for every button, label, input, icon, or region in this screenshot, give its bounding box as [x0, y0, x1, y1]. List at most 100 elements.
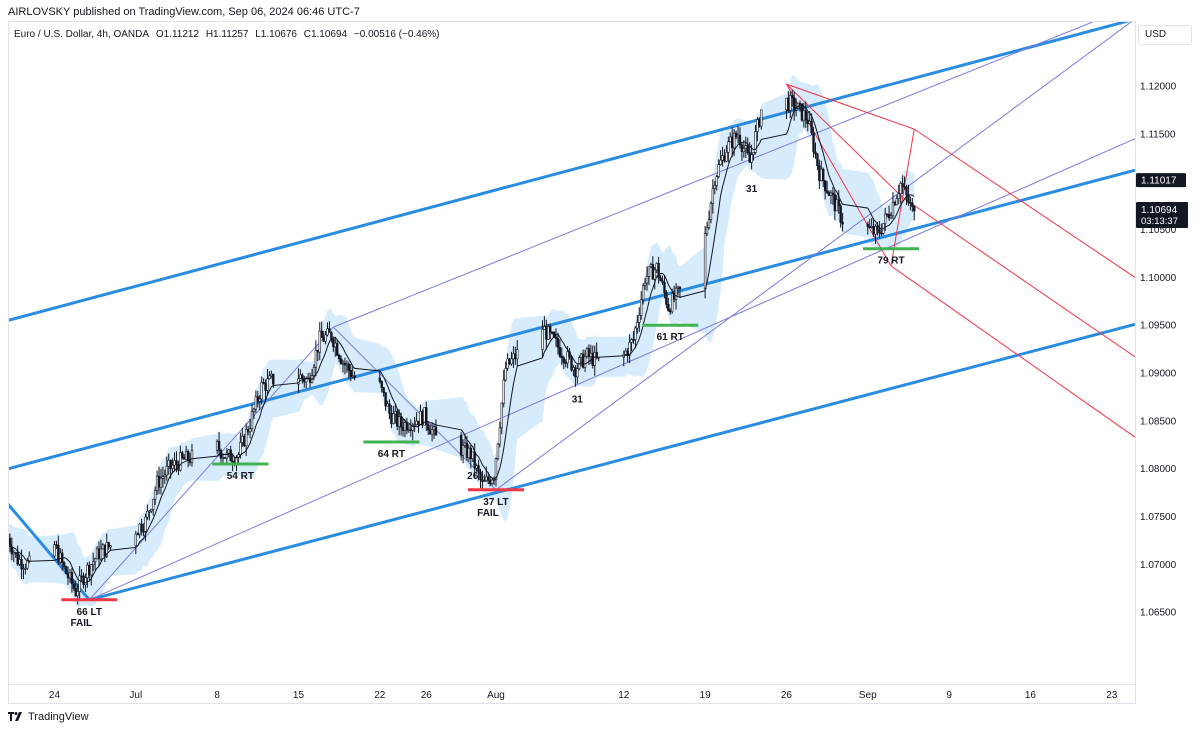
candle-body	[878, 229, 881, 234]
candle-body	[66, 573, 70, 579]
candle-body	[581, 353, 585, 368]
candle-body	[572, 367, 575, 371]
candle	[895, 195, 899, 206]
candle-body	[59, 552, 62, 563]
candle-body	[299, 374, 302, 379]
candle-body	[481, 479, 484, 482]
candle	[144, 513, 147, 542]
y-tick-label: 1.11500	[1140, 129, 1176, 140]
candle	[891, 192, 895, 219]
candle-body	[430, 429, 434, 435]
candle-body	[589, 352, 593, 357]
candle	[217, 431, 221, 457]
symbol-legend[interactable]: Euro / U.S. Dollar, 4h, OANDA O1.11212 H…	[14, 29, 444, 40]
marker-price-box	[1136, 173, 1186, 188]
candle-body	[427, 424, 430, 431]
candle-body	[707, 219, 711, 228]
tradingview-logo-icon	[8, 712, 22, 721]
candle	[508, 358, 511, 366]
trend-line	[88, 322, 1135, 602]
candle	[791, 89, 794, 107]
annotation-sublabel: FAIL	[477, 508, 499, 519]
candle-body	[905, 186, 908, 196]
candle-body	[887, 214, 891, 219]
candle-body	[643, 282, 647, 286]
candle-body	[262, 381, 265, 384]
candle	[266, 369, 269, 396]
candle-body	[343, 362, 347, 366]
candle-body	[411, 424, 414, 431]
candle	[839, 203, 842, 228]
candle-body	[459, 434, 463, 456]
candle-body	[626, 350, 629, 356]
symbol-name[interactable]: Euro / U.S. Dollar, 4h, OANDA	[14, 29, 150, 40]
candle-body	[732, 132, 736, 149]
candle-body	[146, 510, 149, 518]
footer[interactable]: TradingView	[8, 711, 89, 723]
footer-brand[interactable]: TradingView	[28, 711, 89, 723]
trend-line	[8, 168, 1135, 471]
candle-body	[711, 188, 715, 204]
candle-body	[742, 148, 746, 153]
candle	[382, 386, 385, 397]
candle-body	[152, 498, 155, 510]
marker-price-label: 1.11017	[1141, 176, 1177, 187]
candle-body	[731, 136, 734, 149]
moving-average-line	[8, 103, 915, 584]
candle	[593, 345, 596, 376]
candle	[576, 364, 579, 384]
candle	[347, 361, 351, 379]
pitchfork-tine	[890, 265, 1135, 438]
candle-body	[140, 523, 143, 532]
candle-body	[171, 464, 174, 469]
candle-body	[895, 198, 899, 206]
candle-body	[678, 286, 682, 290]
candle-body	[90, 564, 93, 576]
currency-selector[interactable]: USD	[1138, 25, 1192, 45]
candle-body	[738, 134, 742, 146]
candle-body	[475, 465, 478, 469]
candle	[719, 150, 722, 166]
candle	[318, 322, 321, 361]
candle-body	[874, 225, 877, 235]
y-tick-label: 1.06500	[1140, 608, 1177, 619]
candle-body	[78, 575, 81, 592]
candle-body	[399, 416, 403, 428]
candle	[738, 127, 742, 149]
candle-body	[181, 452, 184, 458]
candle	[874, 224, 877, 244]
candle	[498, 421, 502, 448]
candle-body	[752, 152, 755, 155]
open-value: O1.11212	[155, 29, 200, 40]
y-tick-label: 1.08000	[1140, 464, 1177, 475]
candle-body	[469, 447, 473, 460]
candle	[179, 445, 182, 472]
candle	[789, 91, 792, 119]
candle-body	[397, 416, 401, 427]
candle	[413, 416, 416, 432]
candle-body	[84, 577, 87, 586]
candle-body	[157, 475, 161, 488]
candle-body	[548, 326, 552, 333]
candle	[541, 320, 544, 358]
candle-body	[583, 356, 587, 368]
candle	[500, 402, 503, 435]
candle	[353, 371, 356, 381]
x-tick-label: 15	[293, 690, 305, 701]
candle-body	[624, 350, 627, 355]
candle-body	[758, 119, 761, 127]
candle-body	[593, 351, 596, 366]
candle	[837, 190, 840, 214]
trend-line	[8, 21, 1134, 322]
x-tick-label: Sep	[859, 690, 877, 701]
y-tick-label: 1.07500	[1140, 512, 1177, 523]
candle	[392, 405, 395, 425]
candle	[314, 340, 318, 377]
candle-body	[109, 545, 112, 548]
y-tick-label: 1.07000	[1140, 560, 1177, 571]
candle	[250, 404, 254, 432]
candle	[641, 282, 645, 305]
candle-body	[18, 559, 21, 565]
candle	[709, 201, 713, 224]
